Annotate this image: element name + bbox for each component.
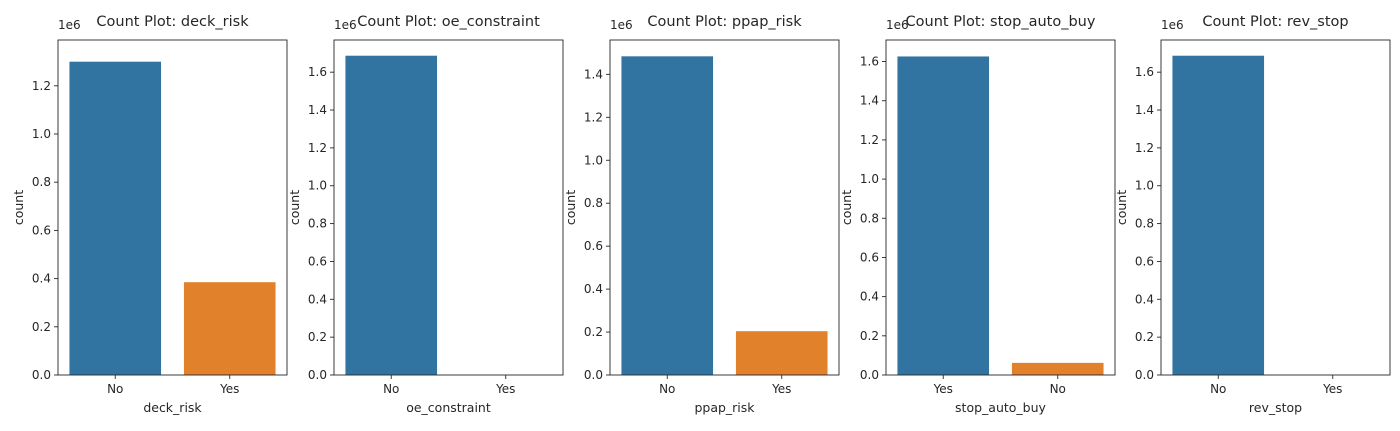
y-tick-label: 0.0 xyxy=(584,368,603,382)
y-axis-label: count xyxy=(1114,190,1129,225)
y-tick-label: 0.4 xyxy=(1135,292,1154,306)
y-tick-label: 1.0 xyxy=(860,172,879,186)
bar-no xyxy=(1172,55,1265,375)
x-axis-label: oe_constraint xyxy=(406,400,491,415)
y-tick-label: 0.0 xyxy=(860,368,879,382)
chart-title: Count Plot: rev_stop xyxy=(1202,14,1348,30)
y-tick-label: 1.2 xyxy=(584,110,603,124)
bar-no xyxy=(621,56,714,375)
bar-no xyxy=(1011,362,1104,375)
y-tick-label: 1.0 xyxy=(584,153,603,167)
y-tick-label: 0.0 xyxy=(308,368,327,382)
y-tick-label: 0.6 xyxy=(1135,254,1154,268)
axis-scale-label: 1e6 xyxy=(1161,18,1184,32)
y-tick-label: 1.0 xyxy=(308,179,327,193)
axes-frame xyxy=(57,39,288,376)
axis-scale-label: 1e6 xyxy=(58,18,81,32)
chart-panel-4: 0.0 0.2 0.4 0.6 0.8 1.0 1.2 1.4 1.6 Yes No Count Pl… xyxy=(839,14,1116,415)
y-tick-label: 1.2 xyxy=(1135,141,1154,155)
y-tick-label: 1.4 xyxy=(584,67,603,81)
y-tick-label: 1.6 xyxy=(860,55,879,69)
y-tick-label: 0.4 xyxy=(308,292,327,306)
chart-panel-1: 0.0 0.2 0.4 0.6 0.8 1.0 1.2 No Yes Count Plot: de… xyxy=(11,14,288,415)
y-tick-label: 0.4 xyxy=(32,272,51,286)
y-tick-label: 1.2 xyxy=(32,79,51,93)
x-tick-label: No xyxy=(107,382,123,396)
x-axis-label: ppap_risk xyxy=(694,400,755,415)
chart-title: Count Plot: ppap_risk xyxy=(647,14,802,30)
y-tick-label: 0.4 xyxy=(584,282,603,296)
y-tick-label: 1.6 xyxy=(1135,65,1154,79)
bar-yes xyxy=(183,282,276,375)
y-tick-label: 1.4 xyxy=(860,94,879,108)
y-tick-label: 0.8 xyxy=(584,196,603,210)
x-tick-label: Yes xyxy=(1322,382,1342,396)
y-tick-label: 1.4 xyxy=(1135,103,1154,117)
chart-panel-3: 0.0 0.2 0.4 0.6 0.8 1.0 1.2 1.4 No Yes Count Plot:… xyxy=(563,14,840,415)
y-tick-label: 0.2 xyxy=(32,320,51,334)
axis-scale-label: 1e6 xyxy=(610,18,633,32)
y-axis-label: count xyxy=(287,190,302,225)
y-tick-label: 0.6 xyxy=(32,223,51,237)
y-tick-label: 0.2 xyxy=(584,325,603,339)
y-tick-label: 0.2 xyxy=(1135,330,1154,344)
axes-frame xyxy=(885,39,1116,376)
y-tick-label: 0.2 xyxy=(860,329,879,343)
x-tick-label: Yes xyxy=(495,382,515,396)
y-tick-label: 0.8 xyxy=(860,211,879,225)
x-tick-label: Yes xyxy=(771,382,791,396)
y-tick-label: 1.4 xyxy=(308,103,327,117)
axis-scale-label: 1e6 xyxy=(334,18,357,32)
y-tick-label: 1.0 xyxy=(32,127,51,141)
y-tick-label: 0.6 xyxy=(308,254,327,268)
x-tick-label: Yes xyxy=(933,382,953,396)
bar-no xyxy=(345,55,438,375)
x-tick-label: No xyxy=(383,382,399,396)
bar-yes xyxy=(735,331,828,375)
chart-title: Count Plot: stop_auto_buy xyxy=(906,14,1096,30)
chart-title: Count Plot: oe_constraint xyxy=(357,14,540,30)
x-axis-label: deck_risk xyxy=(143,400,202,415)
y-axis-label: count xyxy=(839,190,854,225)
chart-title: Count Plot: deck_risk xyxy=(96,14,249,30)
y-tick-label: 0.6 xyxy=(584,239,603,253)
y-tick-label: 1.2 xyxy=(860,133,879,147)
x-tick-label: No xyxy=(1210,382,1226,396)
y-tick-label: 0.8 xyxy=(32,175,51,189)
y-tick-label: 1.2 xyxy=(308,141,327,155)
y-axis-label: count xyxy=(563,190,578,225)
axes-frame xyxy=(333,39,564,376)
bar-yes xyxy=(897,56,990,375)
x-tick-label: No xyxy=(659,382,675,396)
bar-no xyxy=(69,61,162,376)
y-tick-label: 0.8 xyxy=(1135,217,1154,231)
chart-panel-2: 0.0 0.2 0.4 0.6 0.8 1.0 1.2 1.4 1.6 No Yes Count Pl… xyxy=(287,14,564,415)
x-axis-label: rev_stop xyxy=(1249,400,1302,415)
y-tick-label: 0.0 xyxy=(1135,368,1154,382)
y-tick-label: 0.4 xyxy=(860,290,879,304)
axis-scale-label: 1e6 xyxy=(886,18,909,32)
y-tick-label: 0.0 xyxy=(32,368,51,382)
x-axis-label: stop_auto_buy xyxy=(955,400,1046,415)
x-tick-label: Yes xyxy=(219,382,239,396)
y-tick-label: 0.2 xyxy=(308,330,327,344)
y-tick-label: 0.6 xyxy=(860,250,879,264)
y-tick-label: 1.6 xyxy=(308,65,327,79)
axes-frame xyxy=(1160,39,1391,376)
y-axis-label: count xyxy=(11,190,26,225)
y-tick-label: 0.8 xyxy=(308,217,327,231)
chart-panel-5: 0.0 0.2 0.4 0.6 0.8 1.0 1.2 1.4 1.6 No Yes Count Pl… xyxy=(1114,14,1391,415)
axes-frame xyxy=(609,39,840,376)
y-tick-label: 1.0 xyxy=(1135,179,1154,193)
x-tick-label: No xyxy=(1050,382,1066,396)
